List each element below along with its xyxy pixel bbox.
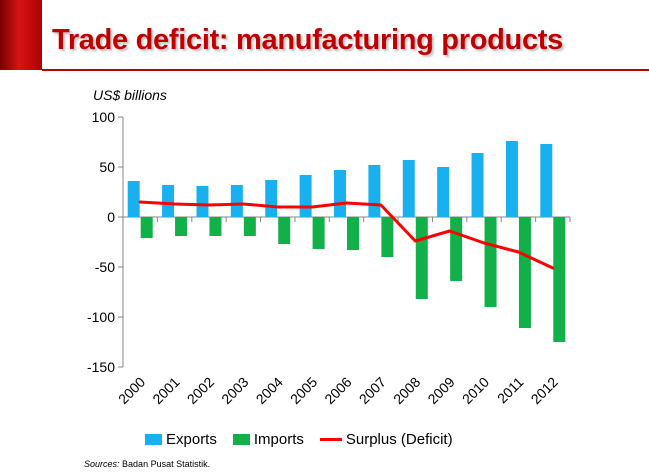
x-tick-label: 2010 (459, 374, 492, 407)
x-tick-label: 2003 (218, 374, 251, 407)
legend-imports-label: Imports (253, 431, 304, 448)
point-surplus-2004 (277, 206, 279, 208)
title-divider (42, 69, 649, 71)
y-tick-label: 50 (99, 159, 115, 175)
point-surplus-2003 (242, 203, 244, 205)
point-surplus-2001 (174, 203, 176, 205)
page-title: Trade deficit: manufacturing products (52, 24, 563, 56)
point-surplus-2006 (346, 202, 347, 204)
legend-exports: Exports (145, 431, 217, 448)
bar-imports-2006 (347, 217, 359, 250)
bar-imports-2002 (209, 217, 222, 236)
y-tick-label: -150 (87, 359, 115, 375)
source-label: Sources: (84, 459, 120, 469)
point-surplus-2012 (552, 267, 554, 269)
x-tick-label: 2001 (149, 374, 182, 407)
x-tick-label: 2012 (528, 374, 561, 407)
bar-exports-2009 (437, 167, 450, 217)
bar-imports-2004 (278, 217, 291, 244)
bar-imports-2005 (312, 217, 325, 249)
source-note: Sources: Badan Pusat Statistik. (84, 459, 210, 469)
x-tick-label: 2011 (494, 374, 527, 407)
x-tick-label: 2007 (356, 374, 389, 407)
x-tick-label: 2002 (184, 374, 217, 407)
y-axis-unit-label: US$ billions (93, 87, 167, 103)
legend-exports-swatch (145, 434, 162, 445)
point-surplus-2010 (483, 242, 485, 244)
y-tick-label: 0 (107, 209, 115, 225)
chart-legend: Exports Imports Surplus (Deficit) (145, 431, 453, 448)
point-surplus-2008 (414, 240, 416, 242)
bar-exports-2004 (265, 180, 278, 217)
x-tick-label: 2006 (321, 374, 354, 407)
point-surplus-2000 (139, 201, 141, 203)
bar-exports-2008 (402, 160, 415, 217)
point-surplus-2005 (311, 206, 313, 208)
legend-imports-swatch (232, 434, 250, 445)
title-accent-bar (0, 0, 42, 70)
bar-exports-2006 (334, 170, 346, 217)
x-tick-label: 2005 (287, 374, 320, 407)
point-surplus-2011 (517, 251, 519, 253)
legend-imports: Imports (232, 431, 304, 448)
y-tick-label: 100 (92, 109, 116, 125)
bar-imports-2003 (243, 217, 256, 236)
legend-surplus-swatch (319, 438, 342, 441)
legend-surplus: Surplus (Deficit) (319, 431, 453, 448)
bar-exports-2003 (230, 185, 243, 217)
bar-exports-2011 (505, 141, 518, 217)
bar-exports-2012 (540, 144, 553, 217)
bar-exports-2001 (162, 185, 175, 217)
source-text: Badan Pusat Statistik. (122, 459, 211, 469)
x-tick-label: 2009 (424, 374, 457, 407)
bar-imports-2010 (484, 217, 497, 307)
x-tick-label: 2008 (390, 374, 423, 407)
bar-imports-2000 (140, 217, 153, 238)
bar-imports-2009 (450, 217, 463, 281)
bar-exports-2005 (299, 175, 312, 217)
point-surplus-2002 (208, 204, 210, 206)
y-tick-label: -50 (95, 259, 115, 275)
bar-exports-2000 (127, 181, 140, 217)
x-tick-label: 2000 (115, 374, 148, 407)
bar-imports-2011 (518, 217, 531, 328)
bar-imports-2008 (415, 217, 428, 299)
bar-imports-2007 (381, 217, 394, 257)
x-tick-label: 2004 (253, 374, 286, 407)
y-tick-label: -100 (87, 309, 115, 325)
bar-imports-2012 (553, 217, 566, 342)
bar-exports-2007 (368, 165, 381, 217)
bar-imports-2001 (175, 217, 188, 236)
legend-exports-label: Exports (166, 431, 217, 448)
point-surplus-2009 (449, 230, 451, 232)
legend-surplus-label: Surplus (Deficit) (345, 431, 453, 448)
bar-exports-2010 (471, 153, 484, 217)
point-surplus-2007 (380, 204, 382, 206)
bar-exports-2002 (196, 186, 209, 217)
